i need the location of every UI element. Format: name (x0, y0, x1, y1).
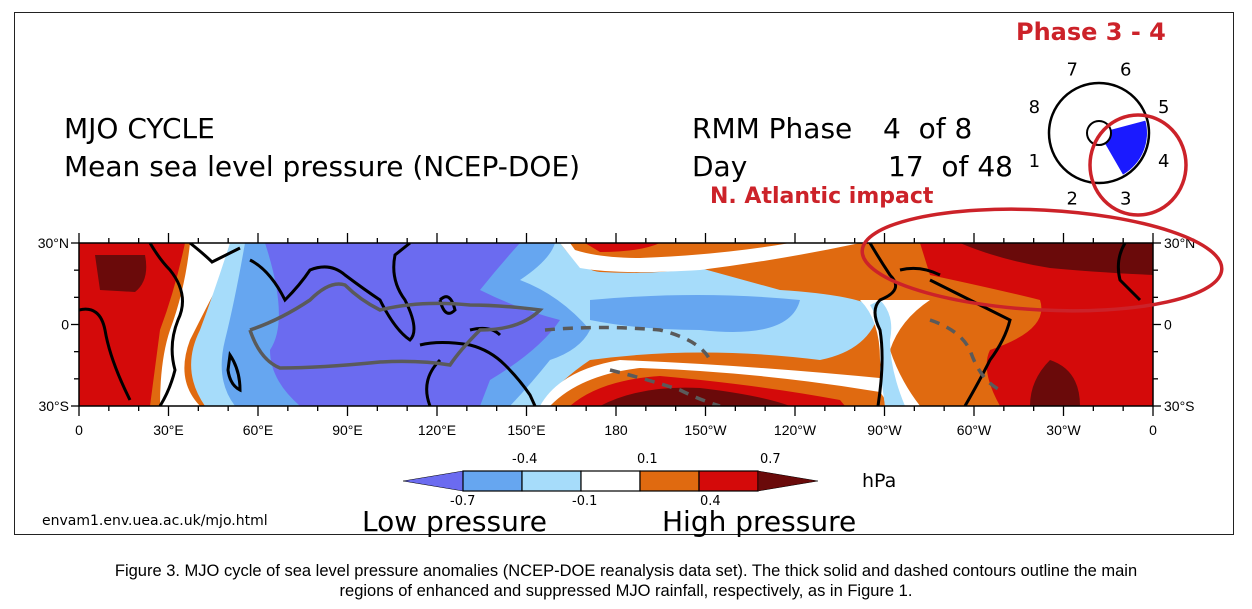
day-value: 17 of 48 (888, 150, 1013, 183)
rmm-phase-value: 4 of 8 (883, 112, 973, 145)
lon-tick-label: 180 (604, 422, 628, 438)
phase-dial-label: 8 (1029, 97, 1040, 118)
lon-tick-label: 60°W (957, 422, 992, 438)
lon-tick-label: 60°E (243, 422, 274, 438)
lat-tick-label-left: 30°S (38, 398, 69, 414)
phase-dial-label: 5 (1158, 97, 1169, 118)
colorbar-swatch (698, 470, 759, 492)
low-pressure-label: Low pressure (362, 505, 547, 538)
figure-frame (14, 12, 1234, 535)
field-pacific-blue (590, 295, 800, 332)
field-atlantic-high (920, 243, 1153, 406)
figure-subtitle: Mean sea level pressure (NCEP-DOE) (64, 150, 581, 183)
colorbar-level-bottom: 0.4 (700, 494, 721, 509)
phase-dial-label: 1 (1029, 151, 1040, 172)
phase-dial-label: 3 (1120, 189, 1131, 210)
colorbar-level-bottom: -0.7 (450, 494, 476, 509)
field-atlantic-max (960, 243, 1153, 275)
north-atlantic-highlight-ellipse (860, 207, 1224, 313)
coast-madagascar (226, 350, 242, 393)
caption-line-2: regions of enhanced and suppressed MJO r… (339, 582, 913, 600)
phase-dial-label: 2 (1066, 189, 1077, 210)
colorbar-swatch-lowest (402, 470, 464, 492)
pressure-field (79, 243, 1153, 406)
colorbar-swatch-highest (757, 470, 819, 492)
high-pressure-label: High pressure (662, 505, 857, 538)
field-spac-max (600, 387, 790, 406)
contour-suppressed-dashed-2 (609, 368, 721, 406)
lat-tick-label-right: 0 (1164, 317, 1172, 333)
coast-west-africa (1116, 243, 1142, 302)
coast-americas-west (868, 243, 898, 406)
phase-dial-label: 4 (1158, 151, 1169, 172)
coast-samerica-east (929, 278, 1012, 406)
phase-range-annotation: Phase 3 - 4 (1016, 18, 1166, 46)
rmm-phase-label: RMM Phase (692, 112, 853, 145)
coast-australia-east (419, 341, 537, 406)
colorbar-swatch (462, 470, 523, 492)
colorbar-level-top: 0.1 (637, 452, 658, 467)
coast-south-asia (249, 243, 416, 342)
coast-arabia (189, 243, 241, 264)
coast-africa-west (79, 307, 132, 401)
contour-suppressed-dashed-1 (544, 325, 712, 361)
colorbar-level-top: -0.4 (512, 452, 538, 467)
rainfall-contours (248, 282, 1001, 406)
coast-caribbean (899, 266, 941, 277)
phase-dial-label: 7 (1066, 59, 1077, 80)
colorbar-level-bottom: -0.1 (572, 494, 598, 509)
lon-tick-label: 90°W (867, 422, 902, 438)
colorbar-swatch (580, 470, 641, 492)
lon-tick-label: 0 (1149, 422, 1157, 438)
caption-line-1: Figure 3. MJO cycle of sea level pressur… (114, 562, 1138, 580)
figure-title: MJO CYCLE (64, 112, 215, 145)
lat-tick-label-left: 0 (61, 317, 69, 333)
colorbar (402, 470, 819, 492)
colorbar-level-top: 0.7 (760, 452, 781, 467)
axis-tick-labels: 0 30°E 60°E 90°E 120°E 150°E 180 150°W 120°W 90°W… (38, 235, 1196, 438)
field-npac-hot (585, 243, 660, 252)
lon-tick-label: 120°E (418, 422, 456, 438)
source-url: envam1.env.uea.ac.uk/mjo.html (42, 513, 268, 529)
lat-tick-label-left: 30°N (38, 235, 69, 251)
contour-enhanced-solid (248, 282, 544, 370)
colorbar-swatch (521, 470, 582, 492)
day-label: Day (692, 150, 748, 183)
lon-tick-label: 90°E (332, 422, 363, 438)
lat-tick-label-right: 30°S (1164, 398, 1195, 414)
lon-tick-label: 0 (75, 422, 83, 438)
phase-dial-label: 6 (1120, 59, 1131, 80)
colorbar-unit: hPa (862, 470, 897, 492)
coast-africa-east (148, 243, 184, 406)
coastlines (79, 243, 1142, 406)
field-satlantic-max (1030, 360, 1080, 406)
coast-borneo (438, 295, 457, 315)
lon-tick-label: 150°E (507, 422, 545, 438)
colorbar-swatch (639, 470, 700, 492)
lon-tick-label: 150°W (684, 422, 727, 438)
lon-tick-label: 30°E (153, 422, 184, 438)
field-neutral-west (160, 243, 240, 406)
axis-ticks (71, 233, 1161, 416)
field-africa-max (95, 255, 147, 292)
lon-tick-label: 120°W (774, 422, 817, 438)
lon-tick-label: 30°W (1046, 422, 1081, 438)
figure-caption: Figure 3. MJO cycle of sea level pressur… (0, 561, 1252, 601)
phase-highlight-circle (1088, 113, 1188, 217)
north-atlantic-annotation: N. Atlantic impact (710, 184, 934, 209)
